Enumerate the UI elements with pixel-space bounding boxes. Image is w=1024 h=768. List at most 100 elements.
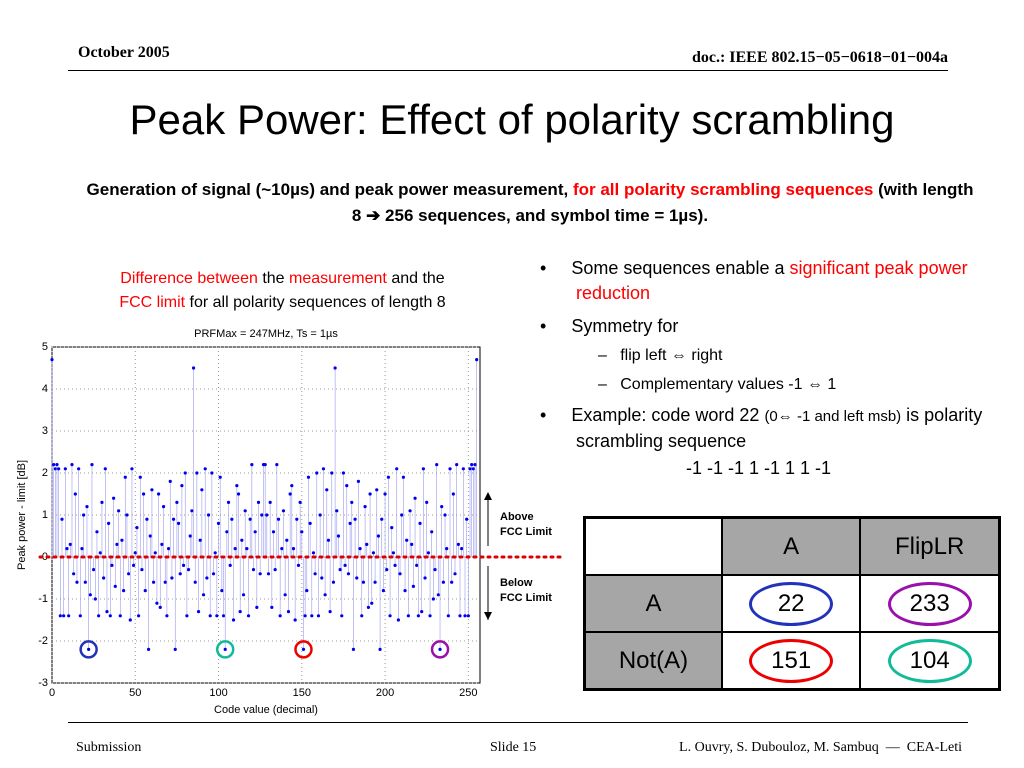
stem-marker bbox=[293, 618, 297, 622]
stem-marker bbox=[253, 530, 257, 534]
stem-marker bbox=[88, 593, 92, 597]
stem-marker bbox=[303, 614, 307, 618]
stem-marker bbox=[463, 614, 467, 618]
stem-marker bbox=[328, 610, 332, 614]
stem-marker bbox=[60, 517, 64, 521]
stem-marker bbox=[466, 614, 470, 618]
stem-marker bbox=[451, 492, 455, 496]
stem-marker bbox=[355, 576, 359, 580]
stem-marker bbox=[265, 513, 269, 517]
footer-right: L. Ouvry, S. Dubouloz, M. Sambuq — CEA-L… bbox=[679, 740, 962, 755]
stem-marker bbox=[53, 467, 57, 471]
stem-marker bbox=[166, 547, 171, 551]
stem-marker bbox=[118, 614, 122, 618]
stem-marker bbox=[100, 500, 104, 504]
stem-marker bbox=[55, 463, 59, 467]
stem-marker bbox=[70, 463, 74, 467]
stem-marker bbox=[233, 547, 237, 551]
stem-marker bbox=[348, 521, 352, 526]
stem-marker bbox=[105, 610, 109, 614]
stem-marker bbox=[361, 580, 366, 584]
y-tick-label: 4 bbox=[42, 383, 48, 395]
corner-cell bbox=[583, 516, 723, 576]
stem-marker bbox=[425, 500, 429, 504]
stem-marker bbox=[313, 572, 317, 576]
stem-marker bbox=[52, 463, 56, 467]
stem-marker bbox=[373, 580, 377, 584]
stem-marker bbox=[465, 517, 469, 521]
stem-marker bbox=[160, 542, 164, 547]
stem-marker bbox=[346, 572, 351, 576]
stem-marker bbox=[311, 551, 316, 555]
y-tick-label: -1 bbox=[38, 593, 48, 605]
stem-marker bbox=[223, 647, 227, 652]
stem-marker bbox=[316, 614, 321, 618]
stem-marker bbox=[201, 593, 206, 597]
stem-marker bbox=[455, 463, 459, 467]
stem-marker bbox=[140, 568, 144, 572]
stem-marker bbox=[50, 358, 54, 362]
stem-marker bbox=[351, 647, 356, 652]
stem-marker bbox=[360, 614, 364, 618]
stem-marker bbox=[102, 576, 106, 580]
stem-marker bbox=[375, 488, 379, 492]
stem-marker bbox=[243, 509, 247, 513]
stem-marker bbox=[430, 530, 434, 534]
stem-marker bbox=[203, 467, 207, 471]
stem-marker bbox=[73, 492, 77, 496]
stem-marker bbox=[416, 614, 420, 618]
stem-marker bbox=[62, 614, 66, 618]
text: for all polarity sequences of length 8 bbox=[189, 294, 446, 311]
stem-marker bbox=[163, 580, 167, 584]
stem-marker bbox=[325, 488, 329, 492]
highlight-circle bbox=[215, 640, 235, 659]
row-header: Not(A) bbox=[583, 631, 723, 691]
y-tick-label: 5 bbox=[42, 341, 48, 353]
stem-marker bbox=[285, 538, 289, 542]
stem-marker bbox=[246, 614, 251, 618]
text: Generation of signal (~10µs) and peak po… bbox=[86, 180, 569, 199]
stem-marker bbox=[196, 610, 201, 614]
text: FCC limit bbox=[119, 294, 186, 311]
stem-marker bbox=[343, 563, 347, 568]
stem-marker bbox=[236, 492, 241, 496]
bullet: • Some sequences enable a significant pe… bbox=[540, 258, 968, 303]
annotation: Below FCC Limit bbox=[500, 577, 552, 604]
rule bbox=[68, 70, 948, 71]
stem-marker bbox=[138, 475, 142, 479]
text: the bbox=[262, 270, 285, 287]
y-tick-label: 1 bbox=[42, 509, 48, 521]
bullet: • Symmetry for bbox=[540, 316, 679, 336]
stem-marker bbox=[296, 563, 301, 568]
stem-marker bbox=[350, 500, 354, 504]
stem-marker bbox=[318, 513, 322, 517]
stem-marker bbox=[423, 576, 427, 580]
stem-marker bbox=[72, 572, 76, 576]
stem-marker bbox=[80, 547, 84, 551]
stem-marker bbox=[153, 551, 157, 555]
circled-value: 233 bbox=[887, 581, 972, 626]
stem-marker bbox=[445, 547, 449, 551]
stem-marker bbox=[320, 576, 324, 580]
stem-marker bbox=[77, 467, 81, 471]
stem-marker bbox=[376, 534, 381, 538]
stem-marker bbox=[295, 517, 299, 521]
y-axis-label: Peak power - limit [dB] bbox=[16, 460, 28, 570]
text: Symmetry for bbox=[571, 316, 679, 336]
y-tick-label: -3 bbox=[38, 677, 48, 689]
stem-marker bbox=[370, 601, 374, 605]
stem-marker bbox=[326, 538, 331, 542]
stem-marker bbox=[250, 463, 254, 467]
stem-marker bbox=[225, 530, 229, 534]
stem-marker bbox=[365, 542, 369, 547]
stem-marker bbox=[338, 568, 342, 572]
stem-marker bbox=[428, 614, 432, 618]
stem-marker bbox=[353, 517, 357, 521]
stem-marker bbox=[75, 580, 79, 584]
stem-marker bbox=[288, 492, 292, 496]
stem-marker bbox=[408, 509, 412, 513]
stem-marker bbox=[283, 593, 287, 597]
stem-marker bbox=[220, 589, 224, 593]
doc-id: doc.: IEEE 802.15−05−0618−01−004a bbox=[691, 49, 948, 66]
stem-marker bbox=[330, 471, 334, 475]
